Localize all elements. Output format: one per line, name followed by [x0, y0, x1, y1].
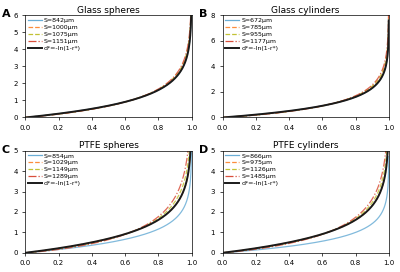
Title: Glass cylinders: Glass cylinders: [272, 5, 340, 15]
Legend: S=866μm, S=975μm, S=1126μm, S=1485μm, d*=-ln(1-r*): S=866μm, S=975μm, S=1126μm, S=1485μm, d*…: [224, 153, 279, 187]
Text: A: A: [2, 9, 11, 19]
Text: B: B: [199, 9, 208, 19]
Title: Glass spheres: Glass spheres: [77, 5, 140, 15]
Legend: S=842μm, S=1000μm, S=1075μm, S=1151μm, d*=-ln(1-r*): S=842μm, S=1000μm, S=1075μm, S=1151μm, d…: [27, 17, 82, 52]
Text: D: D: [199, 144, 208, 154]
Legend: S=854μm, S=1029μm, S=1149μm, S=1289μm, d*=-ln(1-r*): S=854μm, S=1029μm, S=1149μm, S=1289μm, d…: [27, 153, 82, 187]
Title: PTFE cylinders: PTFE cylinders: [273, 141, 338, 150]
Title: PTFE spheres: PTFE spheres: [78, 141, 138, 150]
Text: C: C: [2, 144, 10, 154]
Legend: S=672μm, S=785μm, S=955μm, S=1177μm, d*=-ln(1-r*): S=672μm, S=785μm, S=955μm, S=1177μm, d*=…: [224, 17, 279, 52]
